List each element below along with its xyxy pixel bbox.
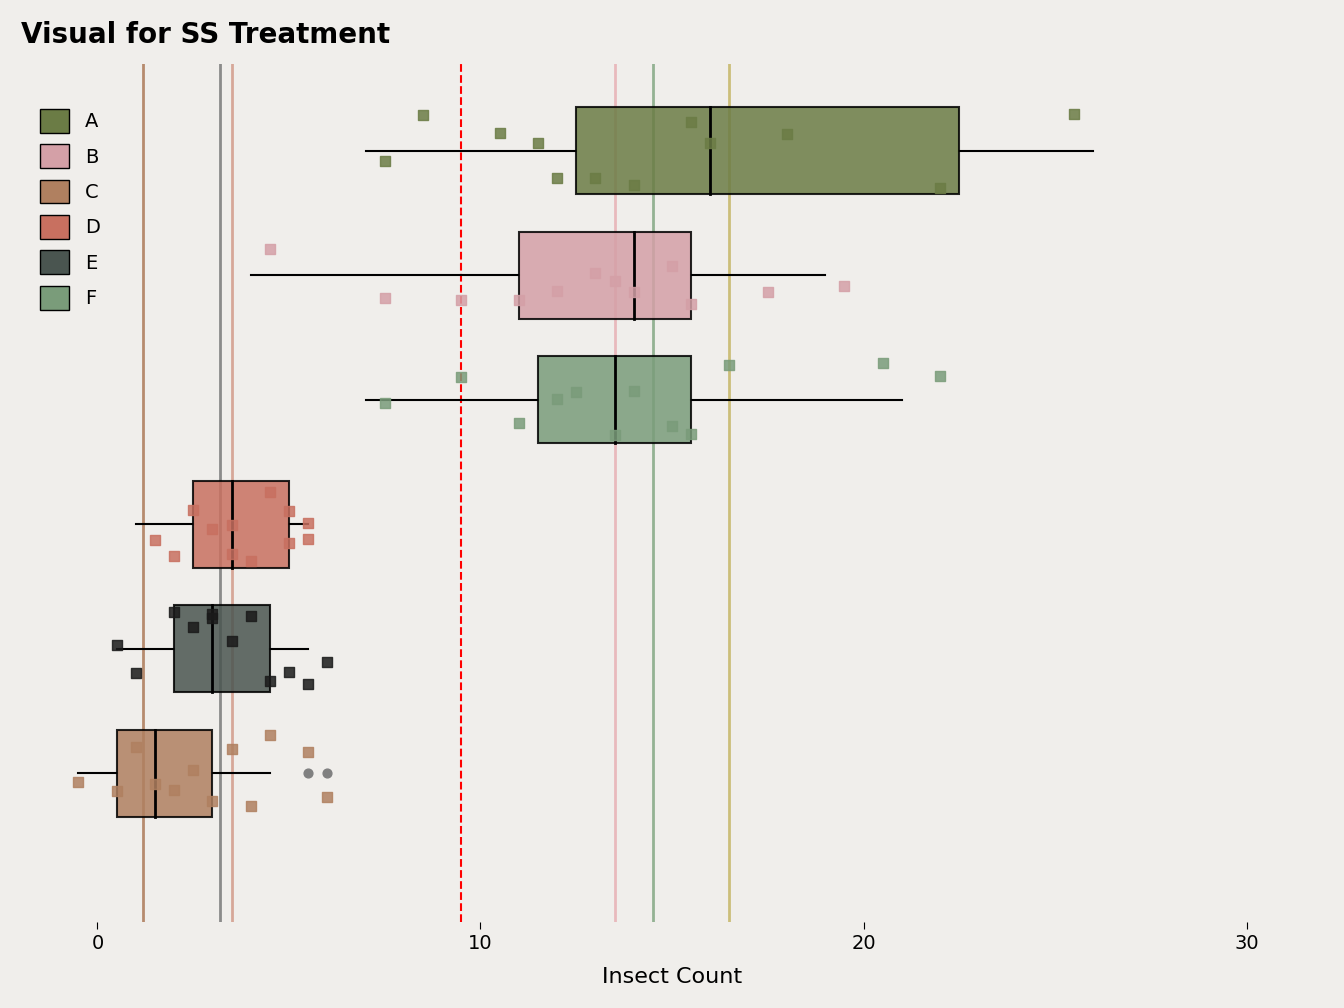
Point — [413, 108, 434, 124]
Point — [680, 425, 702, 442]
Point — [106, 783, 128, 799]
Point — [183, 619, 204, 635]
Point — [719, 357, 741, 373]
Point — [508, 292, 530, 308]
Point — [241, 608, 262, 624]
Point — [699, 135, 720, 151]
Text: Visual for SS Treatment: Visual for SS Treatment — [22, 21, 390, 48]
Point — [125, 739, 146, 755]
Point — [278, 664, 300, 680]
Point — [547, 169, 569, 185]
FancyBboxPatch shape — [175, 605, 270, 692]
Point — [585, 265, 606, 281]
Point — [317, 765, 339, 781]
Point — [297, 676, 319, 692]
Point — [125, 665, 146, 681]
Point — [220, 741, 242, 757]
Point — [202, 606, 223, 622]
Point — [202, 610, 223, 626]
Point — [603, 272, 625, 288]
Point — [202, 521, 223, 537]
Point — [106, 637, 128, 653]
Point — [929, 368, 950, 384]
Point — [144, 531, 165, 547]
Point — [164, 547, 185, 563]
Legend: A, B, C, D, E, F: A, B, C, D, E, F — [31, 99, 110, 320]
Point — [872, 355, 894, 371]
Point — [164, 604, 185, 620]
Point — [450, 292, 472, 308]
Point — [259, 484, 281, 500]
Point — [259, 727, 281, 743]
Point — [317, 788, 339, 804]
Point — [624, 177, 645, 194]
Point — [450, 369, 472, 385]
Point — [278, 503, 300, 519]
Point — [317, 654, 339, 670]
Point — [297, 765, 319, 781]
Point — [757, 283, 778, 299]
Point — [508, 415, 530, 431]
Point — [67, 774, 89, 790]
FancyBboxPatch shape — [117, 730, 212, 816]
Point — [220, 545, 242, 561]
Point — [775, 126, 797, 142]
Point — [566, 384, 587, 400]
Point — [929, 180, 950, 197]
Point — [680, 114, 702, 130]
Point — [259, 241, 281, 257]
Point — [374, 152, 395, 168]
Point — [297, 514, 319, 530]
Point — [259, 673, 281, 689]
Point — [278, 535, 300, 551]
Point — [220, 633, 242, 649]
Point — [661, 417, 683, 433]
Point — [547, 282, 569, 298]
FancyBboxPatch shape — [194, 481, 289, 568]
Point — [183, 502, 204, 518]
Point — [241, 552, 262, 569]
Point — [624, 283, 645, 299]
Point — [202, 793, 223, 809]
FancyBboxPatch shape — [519, 232, 691, 319]
FancyBboxPatch shape — [577, 107, 960, 195]
Point — [603, 427, 625, 444]
Point — [241, 798, 262, 814]
Point — [297, 531, 319, 547]
X-axis label: Insect Count: Insect Count — [602, 967, 742, 987]
Point — [680, 295, 702, 311]
Point — [624, 383, 645, 399]
Point — [374, 289, 395, 305]
Point — [661, 258, 683, 274]
Point — [183, 762, 204, 778]
Point — [833, 277, 855, 293]
FancyBboxPatch shape — [538, 356, 691, 444]
Point — [297, 744, 319, 760]
Point — [220, 516, 242, 532]
Point — [144, 776, 165, 792]
Point — [585, 169, 606, 185]
Point — [547, 390, 569, 406]
Point — [527, 135, 548, 151]
Point — [374, 395, 395, 411]
Point — [1063, 106, 1085, 122]
Point — [164, 782, 185, 798]
Point — [489, 125, 511, 141]
